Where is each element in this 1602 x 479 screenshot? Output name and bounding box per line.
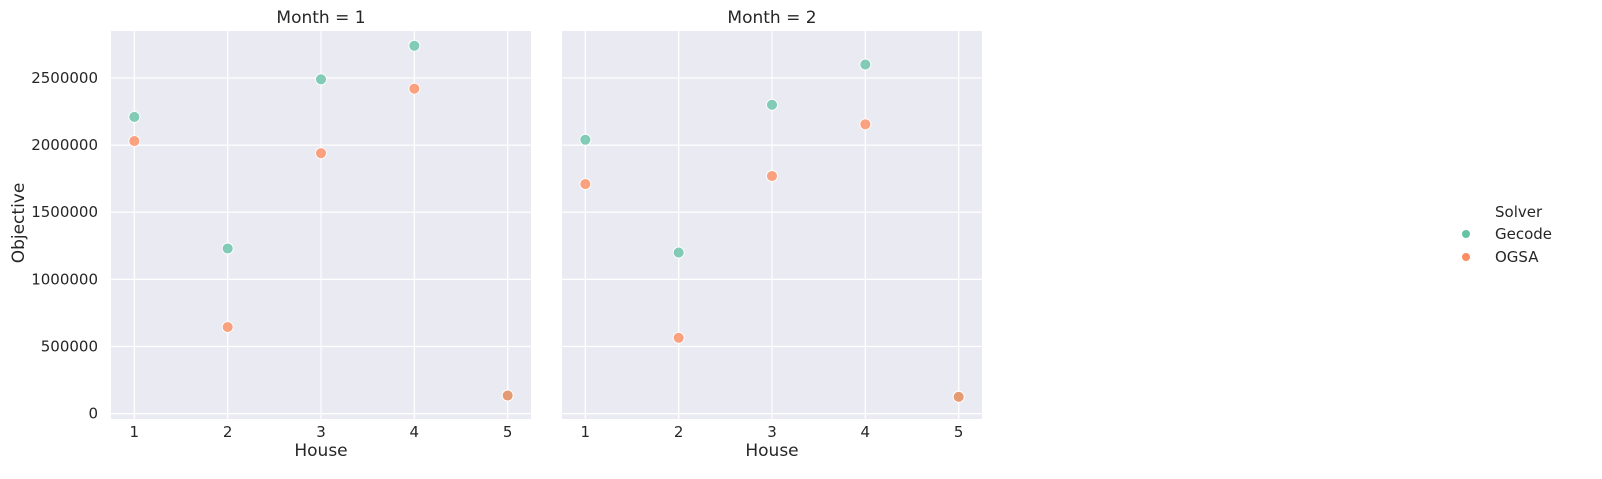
y-tick-label: 500000 [41, 338, 98, 356]
point-ogsa-house-3 [315, 147, 327, 160]
legend-marker-gecode [1462, 230, 1470, 238]
x-tick-label: 4 [861, 423, 871, 441]
legend-label-ogsa: OGSA [1495, 248, 1539, 266]
y-axis-label: Objective [9, 183, 29, 264]
panel-1-x-axis-label: House [294, 441, 347, 461]
point-gecode-house-4 [859, 58, 872, 71]
point-gecode-house-1 [579, 133, 592, 146]
legend-label-gecode: Gecode [1495, 225, 1552, 243]
y-tick-label: 1000000 [31, 270, 98, 288]
legend-title: Solver [1495, 203, 1543, 221]
panel-2-points [579, 58, 965, 403]
y-tick-label: 2500000 [31, 69, 98, 87]
point-gecode-house-2 [221, 242, 234, 255]
panel-month-1: 1 2 3 4 5 0 500000 1000000 1500000 2000000 250000… [31, 8, 531, 461]
point-ogsa-house-1 [128, 135, 141, 148]
point-ogsa-house-2 [221, 321, 234, 333]
panel-1-y-tick-labels: 0 500000 1000000 1500000 2000000 2500000 [31, 69, 98, 423]
x-tick-label: 3 [316, 423, 326, 441]
panel-1-points [128, 39, 514, 402]
x-tick-label: 1 [130, 423, 140, 441]
panel-2-x-axis-label: House [745, 441, 798, 461]
y-tick-label: 1500000 [31, 203, 98, 221]
point-ogsa-house-2 [672, 331, 685, 344]
point-gecode-house-1 [128, 110, 141, 123]
legend-marker-ogsa [1462, 253, 1470, 261]
x-tick-label: 5 [954, 423, 964, 441]
panel-1-x-tick-labels: 1 2 3 4 5 [130, 423, 513, 441]
point-ogsa-house-1 [579, 178, 592, 191]
point-ogsa-house-5 [501, 389, 514, 402]
x-tick-label: 2 [223, 423, 233, 441]
point-gecode-house-2 [672, 246, 685, 259]
y-tick-label: 0 [88, 405, 98, 423]
point-ogsa-house-3 [766, 170, 778, 182]
y-tick-label: 2000000 [31, 136, 98, 154]
x-tick-label: 2 [674, 423, 684, 441]
point-gecode-house-3 [766, 98, 778, 111]
panel-2-gridlines [562, 31, 982, 419]
point-ogsa-house-4 [859, 118, 872, 131]
point-ogsa-house-4 [408, 82, 421, 95]
legend: Solver Gecode OGSA [1462, 203, 1552, 266]
point-ogsa-house-5 [952, 390, 965, 403]
panel-1-title: Month = 1 [276, 8, 365, 28]
panel-2-title: Month = 2 [727, 8, 816, 28]
panel-2-x-tick-labels: 1 2 3 4 5 [581, 423, 964, 441]
point-gecode-house-4 [408, 39, 421, 52]
panel-month-2: 1 2 3 4 5 Month = 2 House [562, 8, 982, 461]
x-tick-label: 3 [767, 423, 777, 441]
x-tick-label: 1 [581, 423, 591, 441]
x-tick-label: 5 [503, 423, 513, 441]
point-gecode-house-3 [315, 73, 327, 86]
x-tick-label: 4 [410, 423, 420, 441]
